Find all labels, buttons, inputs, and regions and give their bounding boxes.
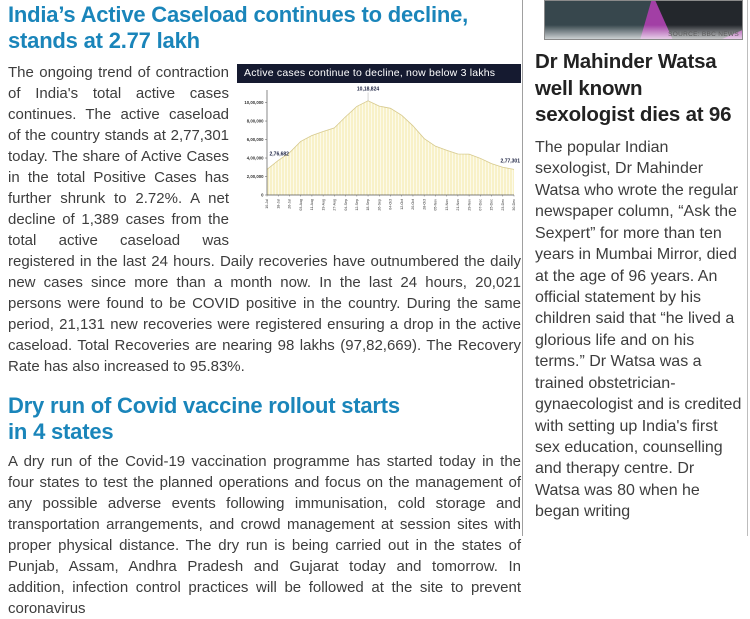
svg-text:27-Aug: 27-Aug	[333, 199, 337, 211]
svg-text:19-Aug: 19-Aug	[321, 199, 325, 211]
svg-text:18-Sep: 18-Sep	[366, 199, 370, 211]
svg-text:26-Sep: 26-Sep	[377, 199, 381, 211]
chart-title: Active cases continue to decline, now be…	[237, 63, 521, 83]
svg-text:30-Dec: 30-Dec	[512, 199, 516, 211]
article-vaccine-dry-run: Dry run of Covid vaccine rollout starts …	[8, 393, 521, 619]
article1-content: Active cases continue to decline, now be…	[8, 62, 521, 377]
svg-text:10,18,824: 10,18,824	[357, 86, 379, 92]
svg-text:11-Aug: 11-Aug	[310, 199, 314, 210]
svg-text:03-Aug: 03-Aug	[299, 199, 303, 211]
svg-text:10-Jul: 10-Jul	[265, 199, 269, 209]
article2-headline-line1: Dry run of Covid vaccine rollout starts	[8, 392, 400, 418]
article-active-caseload: India’s Active Caseload continues to dec…	[8, 2, 521, 377]
svg-text:20-Oct: 20-Oct	[411, 199, 415, 210]
column-divider	[522, 0, 523, 536]
left-column: India’s Active Caseload continues to dec…	[8, 2, 521, 617]
svg-text:6,00,000: 6,00,000	[247, 137, 264, 142]
svg-text:23-Dec: 23-Dec	[501, 199, 505, 211]
svg-text:26-Jul: 26-Jul	[288, 199, 292, 209]
svg-text:0: 0	[261, 192, 264, 197]
article1-body: The ongoing trend of contraction of Indi…	[8, 63, 521, 375]
active-cases-chart-canvas: 0 2,00,000 4,00,000 6,00,000 8,00,000 10,00,0…	[237, 82, 521, 225]
svg-text:04-Sep: 04-Sep	[344, 199, 348, 211]
right-column: SOURCE: BBC NEWS Dr Mahinder Watsa well …	[523, 0, 747, 536]
article1-headline: India’s Active Caseload continues to dec…	[8, 2, 469, 53]
svg-text:29-Nov: 29-Nov	[467, 199, 471, 211]
svg-text:18-Jul: 18-Jul	[276, 199, 280, 209]
photo-source-caption: SOURCE: BBC NEWS	[668, 31, 739, 38]
photo-fade-overlay	[545, 25, 742, 39]
right-article-headline: Dr Mahinder Watsa well known sexologist …	[535, 50, 732, 127]
svg-text:2,76,682: 2,76,682	[270, 151, 290, 157]
article2-headline: Dry run of Covid vaccine rollout starts …	[8, 393, 521, 445]
svg-text:13-Nov: 13-Nov	[445, 199, 449, 211]
svg-text:2,00,000: 2,00,000	[247, 174, 264, 179]
svg-text:05-Nov: 05-Nov	[434, 199, 438, 211]
article2-body: A dry run of the Covid-19 vaccination pr…	[8, 452, 521, 617]
article2-headline-line2: in 4 states	[8, 418, 114, 444]
svg-text:10,00,000: 10,00,000	[244, 100, 264, 105]
svg-text:15-Dec: 15-Dec	[490, 199, 494, 211]
svg-text:12-Sep: 12-Sep	[355, 199, 359, 211]
right-article-body: The popular Indian sexologist, Dr Mahind…	[535, 138, 742, 521]
svg-text:28-Oct: 28-Oct	[422, 199, 426, 210]
svg-text:4,00,000: 4,00,000	[247, 155, 264, 160]
active-cases-chart: Active cases continue to decline, now be…	[237, 63, 521, 225]
svg-text:8,00,000: 8,00,000	[247, 118, 264, 123]
svg-text:2,77,301: 2,77,301	[501, 158, 521, 164]
svg-text:04-Oct: 04-Oct	[389, 199, 393, 210]
watsa-photo: SOURCE: BBC NEWS	[544, 0, 743, 40]
svg-text:12-Oct: 12-Oct	[400, 199, 404, 210]
newsletter-page: India’s Active Caseload continues to dec…	[8, 0, 748, 617]
svg-text:07-Dec: 07-Dec	[479, 199, 483, 211]
svg-text:21-Nov: 21-Nov	[456, 199, 460, 211]
